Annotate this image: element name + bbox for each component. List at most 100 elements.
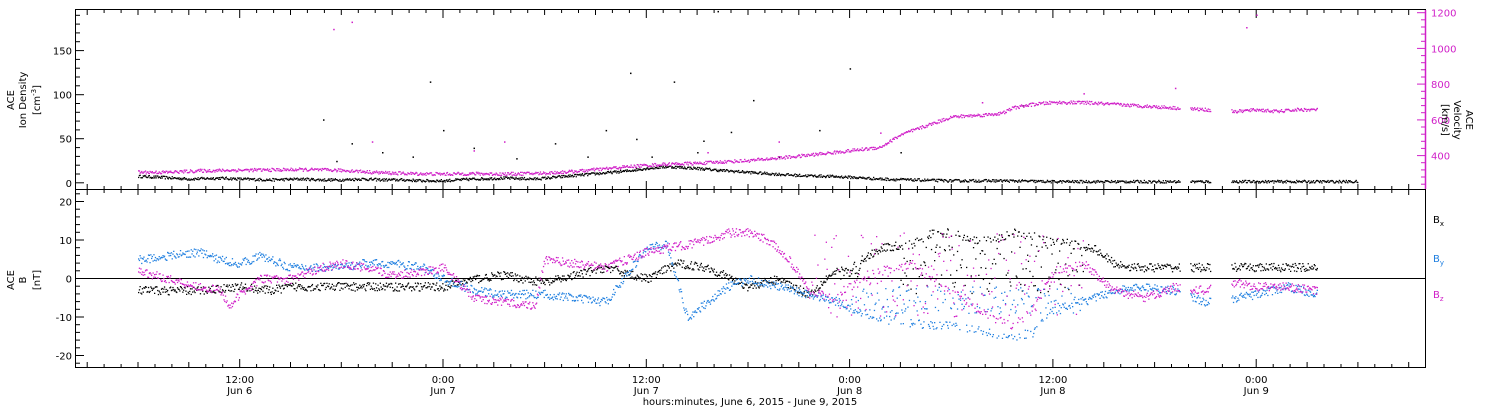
velocity-point <box>368 172 370 174</box>
density-point <box>836 176 838 178</box>
velocity-point <box>250 169 253 171</box>
bx-point <box>1030 236 1032 238</box>
velocity-point <box>881 146 883 148</box>
velocity-point <box>789 157 792 159</box>
density-point <box>391 179 394 181</box>
density-point <box>1292 181 1294 183</box>
velocity-point <box>823 153 825 155</box>
density-point <box>1313 182 1315 184</box>
density-point <box>972 178 975 181</box>
density-point <box>720 170 722 172</box>
bx-point <box>600 266 603 269</box>
bx-point <box>231 290 233 292</box>
velocity-point <box>580 169 582 172</box>
density-point <box>1234 181 1236 183</box>
velocity-point <box>596 167 598 169</box>
velocity-point <box>597 168 600 170</box>
velocity-point <box>356 170 359 172</box>
velocity-point <box>561 172 563 175</box>
bx-point <box>398 290 401 292</box>
velocity-point <box>168 170 170 173</box>
velocity-point <box>789 155 791 157</box>
bx-point <box>634 277 636 279</box>
velocity-point <box>440 173 442 175</box>
bx-point <box>536 284 538 286</box>
density-point <box>417 180 419 182</box>
density-point <box>678 166 680 168</box>
velocity-point <box>732 162 734 164</box>
bx-point <box>138 289 141 291</box>
bx-point <box>353 282 355 284</box>
velocity-point <box>436 172 438 174</box>
bx-point <box>526 278 529 280</box>
velocity-point <box>1179 108 1181 110</box>
density-point <box>478 178 481 181</box>
bx-point <box>322 284 324 287</box>
velocity-point <box>411 172 413 174</box>
velocity-point <box>408 173 410 175</box>
density-point <box>1246 182 1248 184</box>
bx-point <box>632 277 635 279</box>
bx-point <box>445 284 447 286</box>
density-point <box>237 177 239 179</box>
bx-point <box>319 289 321 292</box>
density-point <box>644 168 646 170</box>
bx-point <box>866 256 868 258</box>
bx-point <box>1088 248 1091 250</box>
bx-point <box>816 285 818 287</box>
density-point <box>1072 181 1075 183</box>
bx-point <box>1062 240 1065 242</box>
bx-point <box>355 283 357 285</box>
density-point <box>356 178 358 180</box>
velocity-point <box>857 150 859 152</box>
density-point <box>494 178 497 181</box>
bx-point <box>1126 267 1128 269</box>
velocity-point <box>287 168 289 170</box>
bx-point <box>645 280 647 282</box>
density-point <box>460 179 462 182</box>
bx-point <box>652 273 654 275</box>
velocity-point <box>965 115 967 117</box>
bx-point <box>787 287 789 289</box>
density-point <box>454 179 456 181</box>
velocity-point <box>834 150 836 152</box>
bx-point <box>591 271 593 273</box>
density-point <box>790 174 792 176</box>
bx-point <box>155 286 157 288</box>
density-point <box>142 175 144 177</box>
bx-point <box>610 271 612 274</box>
bx-point <box>336 284 338 286</box>
density-point <box>574 173 577 176</box>
density-point <box>950 179 952 181</box>
density-point <box>1324 181 1326 183</box>
density-point <box>1043 181 1045 183</box>
velocity-point <box>520 174 523 176</box>
bx-point <box>918 276 920 278</box>
velocity-point <box>781 158 783 160</box>
velocity-point <box>963 116 965 119</box>
density-point <box>1194 180 1196 183</box>
density-point <box>786 173 789 175</box>
velocity-point <box>452 172 455 174</box>
density-point <box>179 178 181 181</box>
velocity-point <box>198 168 200 171</box>
velocity-point <box>635 166 638 168</box>
density-point <box>1076 180 1078 182</box>
velocity-point <box>1062 101 1064 103</box>
density-point <box>1261 180 1264 182</box>
density-point <box>865 177 867 179</box>
bx-point <box>209 287 211 290</box>
bx-point <box>667 265 669 267</box>
velocity-point <box>866 147 868 149</box>
density-point <box>764 172 766 175</box>
bx-point <box>374 289 376 292</box>
velocity-point <box>1161 105 1163 107</box>
bx-point <box>1036 245 1038 248</box>
density-point <box>642 169 644 171</box>
velocity-point <box>605 167 607 169</box>
velocity-point <box>268 170 270 172</box>
bx-point <box>760 282 763 284</box>
bx-point <box>832 271 834 273</box>
bx-point <box>295 282 297 284</box>
velocity-point <box>421 174 423 176</box>
